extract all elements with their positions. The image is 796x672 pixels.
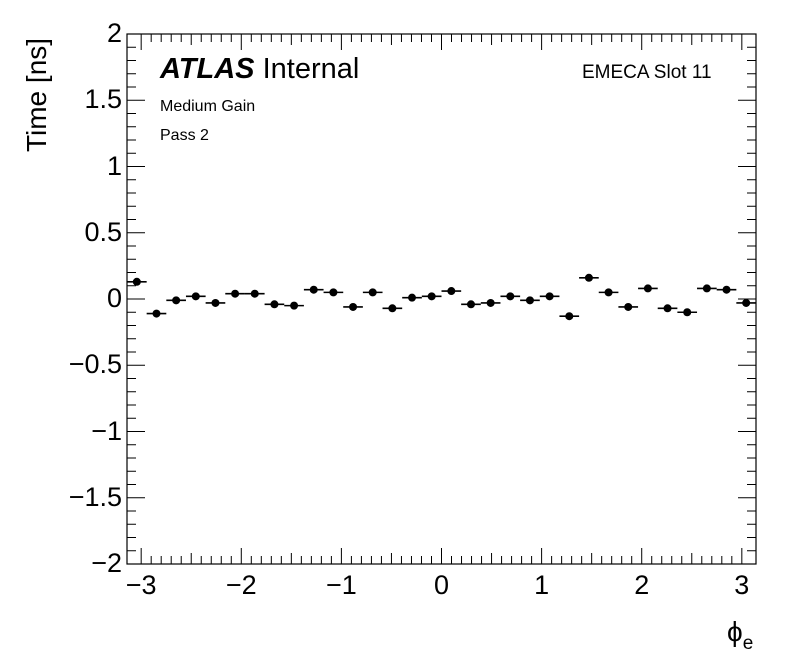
data-point (480, 298, 501, 307)
data-point (323, 288, 344, 297)
atlas-logo-text: ATLAS (160, 53, 255, 85)
marker (191, 292, 200, 301)
marker (525, 296, 534, 305)
y-tick-label: 2 (106, 18, 122, 48)
data-point (146, 309, 167, 318)
atlas-label: ATLAS Internal (160, 53, 359, 86)
marker (702, 284, 711, 293)
data-point (362, 288, 383, 297)
y-axis-label: Time [ns] (21, 37, 52, 153)
x-axis-label: ϕe (727, 616, 753, 654)
data-point (598, 288, 619, 297)
data-point (520, 296, 540, 305)
marker (565, 312, 574, 321)
internal-text: Internal (262, 53, 360, 85)
marker (172, 296, 181, 305)
x-tick-label: 1 (534, 570, 550, 600)
data-point (657, 304, 678, 313)
data-point (402, 293, 422, 302)
data-point (716, 285, 737, 294)
marker (368, 288, 377, 297)
data-point (638, 284, 658, 293)
marker (624, 302, 633, 311)
x-tick-label: −1 (325, 570, 357, 600)
data-points (127, 273, 756, 321)
x-tick-label: 3 (734, 570, 750, 600)
y-tick-label: 1 (106, 150, 122, 181)
marker (132, 277, 141, 286)
x-axis-label-subscript: e (742, 633, 754, 654)
marker (329, 288, 338, 297)
data-point (697, 284, 717, 293)
marker (506, 292, 515, 301)
data-point (500, 292, 521, 301)
y-tick-label: −1.5 (68, 481, 122, 512)
marker (250, 289, 259, 298)
marker (349, 302, 358, 311)
data-point (677, 308, 698, 317)
data-point (264, 300, 285, 309)
marker (447, 287, 456, 296)
marker (270, 300, 279, 309)
marker (211, 298, 220, 307)
data-point (127, 277, 147, 286)
y-tick-label: 0 (106, 283, 122, 313)
data-point (559, 312, 580, 321)
data-point (284, 301, 304, 310)
marker (290, 301, 299, 310)
data-point (579, 273, 599, 282)
data-point (382, 304, 403, 313)
data-point (166, 296, 186, 305)
x-tick-label: 2 (634, 570, 650, 600)
marker (545, 292, 554, 301)
marker (486, 298, 495, 307)
marker (408, 293, 417, 302)
data-point (421, 292, 442, 301)
marker (152, 309, 161, 318)
slot-label: EMECA Slot 11 (582, 62, 712, 83)
data-point (736, 298, 756, 307)
y-tick-label: 1.5 (84, 84, 122, 115)
y-tick-label: −2 (91, 548, 122, 578)
data-point (225, 289, 245, 298)
data-point (303, 285, 324, 294)
marker (683, 308, 692, 317)
y-tick-label: −0.5 (68, 349, 122, 380)
marker (742, 298, 751, 307)
y-tick-label: 0.5 (84, 216, 122, 247)
data-point (441, 287, 462, 296)
data-point (461, 300, 481, 309)
data-point (343, 302, 363, 311)
pass-label: Pass 2 (160, 127, 209, 144)
marker (427, 292, 436, 301)
marker (388, 304, 397, 313)
marker (663, 304, 672, 313)
y-tick-label: −1 (91, 415, 122, 446)
data-point (618, 302, 639, 311)
marker (722, 285, 731, 294)
x-axis-label-symbol: ϕ (727, 616, 743, 647)
marker (604, 288, 613, 297)
marker (643, 284, 652, 293)
gain-label: Medium Gain (160, 98, 256, 115)
marker (584, 273, 593, 282)
axis-ticks (127, 33, 756, 565)
data-point (185, 292, 206, 301)
marker (231, 289, 240, 298)
x-tick-label: −3 (125, 570, 157, 600)
data-point (539, 292, 560, 301)
marker (466, 300, 475, 309)
x-tick-label: 0 (433, 570, 450, 600)
data-point (205, 298, 226, 307)
x-tick-label: −2 (225, 570, 257, 600)
data-point (244, 289, 265, 298)
marker (309, 285, 318, 294)
